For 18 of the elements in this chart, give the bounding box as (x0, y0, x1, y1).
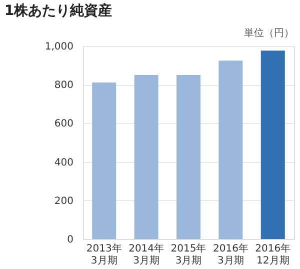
bar (176, 74, 200, 239)
bar (218, 60, 243, 239)
x-tick-label: 2013年 3月期 (86, 242, 122, 266)
x-tick-label: 2016年 12月期 (255, 242, 291, 266)
text: 単位（円） (244, 27, 294, 39)
y-tick-label: 400 (54, 157, 74, 168)
x-tick-label: 2015年 3月期 (170, 242, 206, 266)
x-tick-label: 2014年 3月期 (128, 242, 164, 266)
bar (260, 50, 285, 239)
y-tick-label: 0 (67, 234, 74, 246)
y-tick-label: 200 (54, 196, 74, 207)
x-tick-label: 2016年 3月期 (212, 242, 248, 266)
y-tick-label: 600 (54, 118, 74, 130)
bar (134, 74, 158, 239)
y-tick-label: 800 (54, 80, 74, 92)
y-tick-label: 1,000 (44, 42, 74, 52)
bar (92, 82, 116, 239)
chart-title: 1株あたり純資産 (4, 2, 112, 19)
